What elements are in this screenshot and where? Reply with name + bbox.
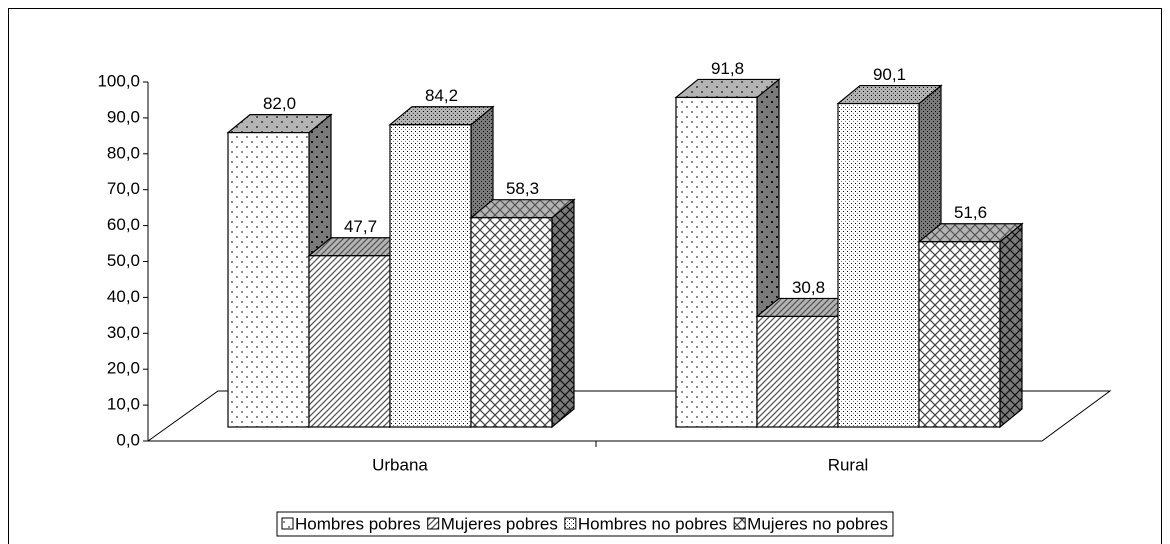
x-tick-label: Rural — [828, 455, 869, 474]
legend-box — [276, 511, 894, 537]
bar — [918, 241, 1001, 428]
bar-side — [999, 222, 1023, 429]
data-label: 84,2 — [425, 86, 458, 105]
y-tick-label: 20,0 — [107, 359, 140, 378]
y-tick-label: 30,0 — [107, 323, 140, 342]
x-tick-label: Urbana — [372, 455, 428, 474]
y-tick-label: 50,0 — [107, 251, 140, 270]
bar — [756, 315, 839, 428]
bar — [470, 217, 553, 428]
bar — [308, 255, 391, 428]
data-label: 51,6 — [954, 203, 987, 222]
y-tick-label: 0,0 — [116, 430, 140, 449]
y-tick-label: 70,0 — [107, 179, 140, 198]
bar-side — [551, 198, 575, 429]
bar — [389, 124, 472, 428]
bar — [675, 96, 758, 428]
legend-swatch — [564, 517, 577, 530]
legend-label: Hombres pobres — [295, 514, 421, 533]
y-tick-label: 80,0 — [107, 143, 140, 162]
data-label: 91,8 — [711, 59, 744, 78]
legend-swatch — [281, 517, 294, 530]
y-tick-label: 100,0 — [97, 71, 140, 90]
data-label: 82,0 — [263, 94, 296, 113]
legend-label: Mujeres no pobres — [747, 514, 888, 533]
legend-swatch — [733, 517, 746, 530]
bar — [837, 102, 920, 428]
data-label: 30,8 — [792, 278, 825, 297]
y-tick-label: 90,0 — [107, 107, 140, 126]
data-label: 58,3 — [506, 179, 539, 198]
data-label: 90,1 — [873, 65, 906, 84]
y-tick-label: 60,0 — [107, 215, 140, 234]
legend-label: Hombres no pobres — [578, 514, 727, 533]
legend-swatch — [427, 517, 440, 530]
y-tick-label: 10,0 — [107, 395, 140, 414]
data-label: 47,7 — [344, 217, 377, 236]
legend-label: Mujeres pobres — [441, 514, 558, 533]
bar — [227, 132, 310, 428]
y-tick-label: 40,0 — [107, 287, 140, 306]
legend: Hombres pobres Mujeres pobres Hombres no p… — [276, 511, 894, 537]
